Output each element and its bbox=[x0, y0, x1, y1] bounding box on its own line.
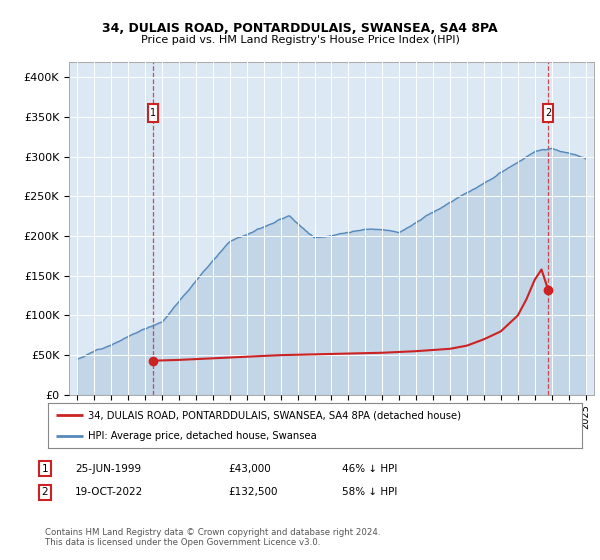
Text: 1: 1 bbox=[41, 464, 49, 474]
Text: 19-OCT-2022: 19-OCT-2022 bbox=[75, 487, 143, 497]
Text: Price paid vs. HM Land Registry's House Price Index (HPI): Price paid vs. HM Land Registry's House … bbox=[140, 35, 460, 45]
Text: £43,000: £43,000 bbox=[228, 464, 271, 474]
Text: 46% ↓ HPI: 46% ↓ HPI bbox=[342, 464, 397, 474]
Text: 2: 2 bbox=[41, 487, 49, 497]
Text: 2: 2 bbox=[545, 108, 551, 118]
FancyBboxPatch shape bbox=[544, 105, 553, 122]
Text: £132,500: £132,500 bbox=[228, 487, 277, 497]
FancyBboxPatch shape bbox=[148, 105, 158, 122]
Text: 25-JUN-1999: 25-JUN-1999 bbox=[75, 464, 141, 474]
Text: 1: 1 bbox=[150, 108, 156, 118]
Text: 34, DULAIS ROAD, PONTARDDULAIS, SWANSEA, SA4 8PA (detached house): 34, DULAIS ROAD, PONTARDDULAIS, SWANSEA,… bbox=[88, 410, 461, 421]
Text: 58% ↓ HPI: 58% ↓ HPI bbox=[342, 487, 397, 497]
Text: HPI: Average price, detached house, Swansea: HPI: Average price, detached house, Swan… bbox=[88, 431, 317, 441]
Text: 34, DULAIS ROAD, PONTARDDULAIS, SWANSEA, SA4 8PA: 34, DULAIS ROAD, PONTARDDULAIS, SWANSEA,… bbox=[102, 22, 498, 35]
Text: Contains HM Land Registry data © Crown copyright and database right 2024.
This d: Contains HM Land Registry data © Crown c… bbox=[45, 528, 380, 547]
